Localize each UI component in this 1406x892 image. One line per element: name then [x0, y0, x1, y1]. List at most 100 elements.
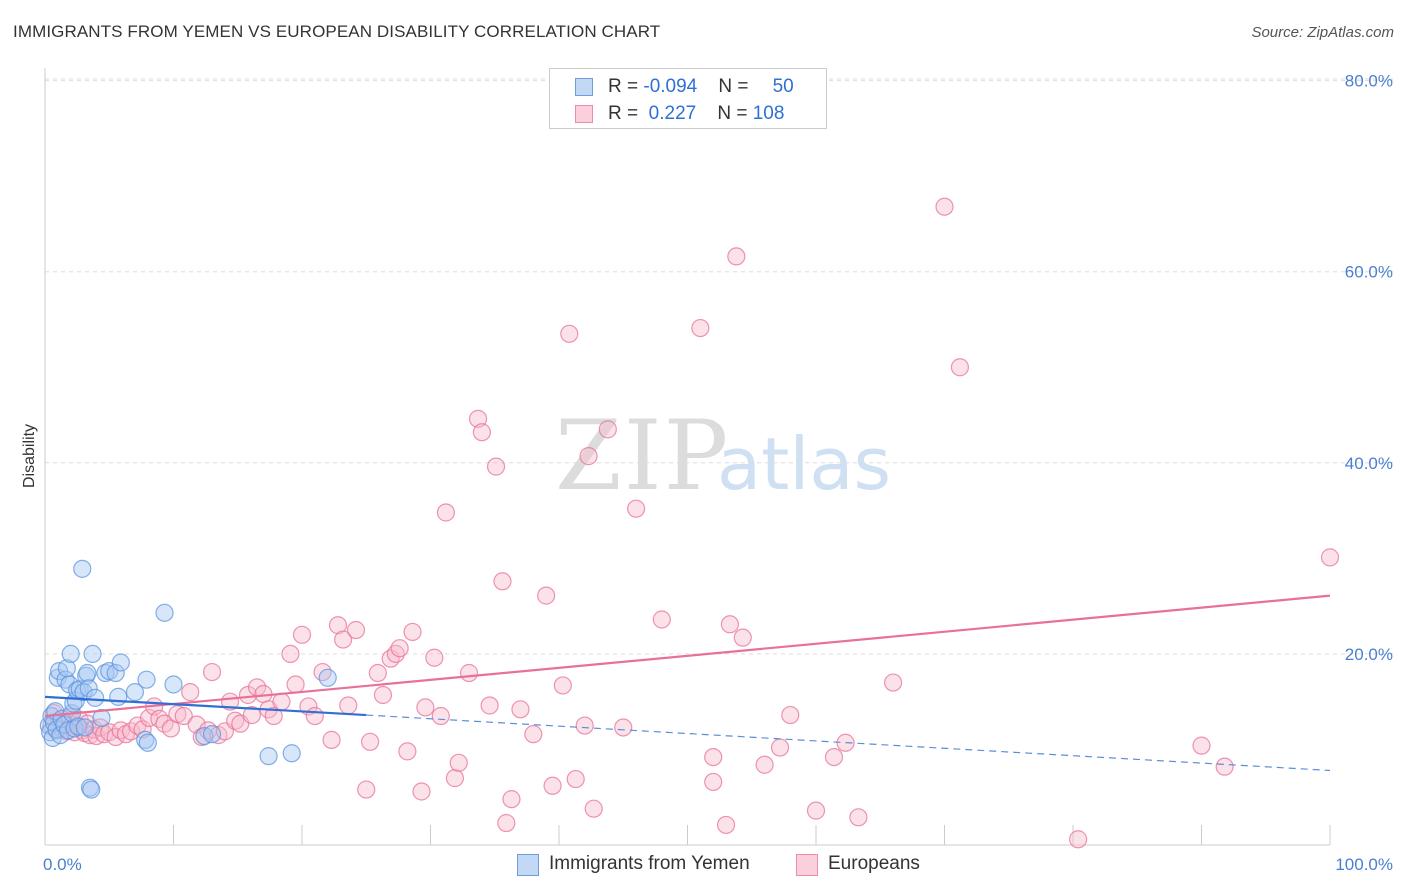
data-point: [92, 708, 111, 728]
data-point: [849, 808, 868, 827]
data-point: [111, 653, 130, 672]
data-point: [543, 776, 562, 795]
legend-n-value: 50: [772, 76, 794, 97]
data-point: [431, 706, 450, 726]
data-point: [468, 409, 488, 428]
data-point: [281, 644, 300, 664]
data-point: [78, 663, 97, 683]
legend-r-label: R =: [608, 103, 644, 124]
y-tick-label: 80.0%: [1345, 72, 1393, 91]
data-point: [106, 663, 125, 683]
y-tick-label: 60.0%: [1345, 263, 1393, 282]
grid-lines: [45, 78, 1393, 655]
data-point: [1320, 548, 1340, 567]
data-point: [553, 676, 572, 695]
data-point: [73, 559, 92, 578]
legend-r-value: 0.227: [643, 103, 697, 124]
legend-swatch-yemen: [575, 78, 593, 96]
data-point: [61, 644, 80, 664]
data-point: [164, 675, 183, 694]
data-point: [480, 696, 499, 715]
data-point: [626, 499, 646, 518]
data-point: [412, 782, 431, 801]
data-point: [935, 197, 954, 216]
data-points: [39, 197, 1340, 849]
data-point: [652, 610, 671, 629]
data-point: [598, 420, 617, 439]
data-point: [560, 324, 579, 343]
legend-row-yemen: R = -0.094 N = 50: [575, 75, 794, 101]
data-point: [339, 696, 358, 715]
data-point: [537, 586, 556, 605]
data-point: [125, 683, 145, 702]
data-point: [138, 733, 157, 752]
data-point: [346, 620, 366, 640]
y-tick-label: 40.0%: [1345, 454, 1393, 473]
data-point: [83, 644, 102, 664]
data-point: [727, 247, 746, 266]
data-point: [286, 675, 305, 694]
legend-swatch-yemen: [517, 854, 539, 876]
data-point: [781, 705, 800, 725]
data-point: [524, 725, 543, 744]
data-point: [575, 716, 594, 735]
tick-labels: 20.0% 40.0% 60.0% 80.0% 0.0% 100.0%: [43, 72, 1393, 874]
y-tick-label: 20.0%: [1345, 645, 1393, 664]
data-point: [502, 790, 521, 809]
data-point: [322, 730, 341, 749]
legend-r-label: R =: [608, 76, 644, 97]
data-point: [109, 687, 128, 706]
data-point: [305, 706, 324, 726]
data-point: [579, 447, 598, 466]
data-point: [416, 698, 435, 717]
data-point: [691, 318, 710, 338]
watermark-zip: ZIP: [555, 400, 730, 512]
data-point: [357, 780, 376, 799]
legend-swatch-europeans: [796, 854, 818, 876]
data-point: [1069, 830, 1088, 849]
data-point: [79, 679, 98, 698]
trend-line-yemen: [44, 695, 367, 717]
trend-line-europeans: [44, 594, 1331, 718]
data-point: [883, 673, 903, 692]
data-point: [133, 720, 152, 739]
data-point: [614, 718, 633, 737]
data-point: [226, 711, 245, 730]
data-point: [436, 503, 456, 522]
data-point: [704, 772, 723, 792]
data-point: [69, 717, 88, 736]
legend-swatch-europeans: [575, 105, 593, 123]
data-point: [1192, 736, 1211, 755]
legend-n-label: N =: [717, 103, 753, 124]
legend-label-yemen: Immigrants from Yemen: [549, 853, 750, 874]
data-point: [368, 663, 387, 683]
data-point: [174, 706, 193, 726]
data-point: [449, 753, 468, 772]
data-point: [806, 801, 826, 820]
trend-lines: [44, 594, 1331, 772]
data-point: [704, 747, 723, 767]
legend-label-europeans: Europeans: [828, 853, 920, 874]
data-point: [459, 663, 479, 683]
data-point: [202, 662, 222, 682]
data-point: [566, 769, 585, 789]
source-label: Source: ZipAtlas.com: [1251, 24, 1394, 41]
data-point: [493, 572, 512, 591]
data-point: [403, 622, 422, 642]
data-point: [282, 744, 301, 763]
data-point: [472, 423, 491, 442]
data-point: [584, 799, 603, 818]
data-point: [486, 457, 506, 476]
data-point: [272, 692, 291, 711]
data-point: [824, 747, 844, 767]
trend-line-yemen-extension: [366, 714, 1331, 772]
data-point: [361, 732, 380, 751]
y-axis-label: Disability: [21, 424, 38, 488]
data-point: [733, 628, 752, 647]
data-point: [770, 738, 790, 757]
data-point: [242, 705, 261, 725]
data-point: [86, 688, 105, 707]
data-point: [755, 755, 774, 774]
data-point: [373, 685, 393, 705]
data-point: [334, 630, 353, 649]
